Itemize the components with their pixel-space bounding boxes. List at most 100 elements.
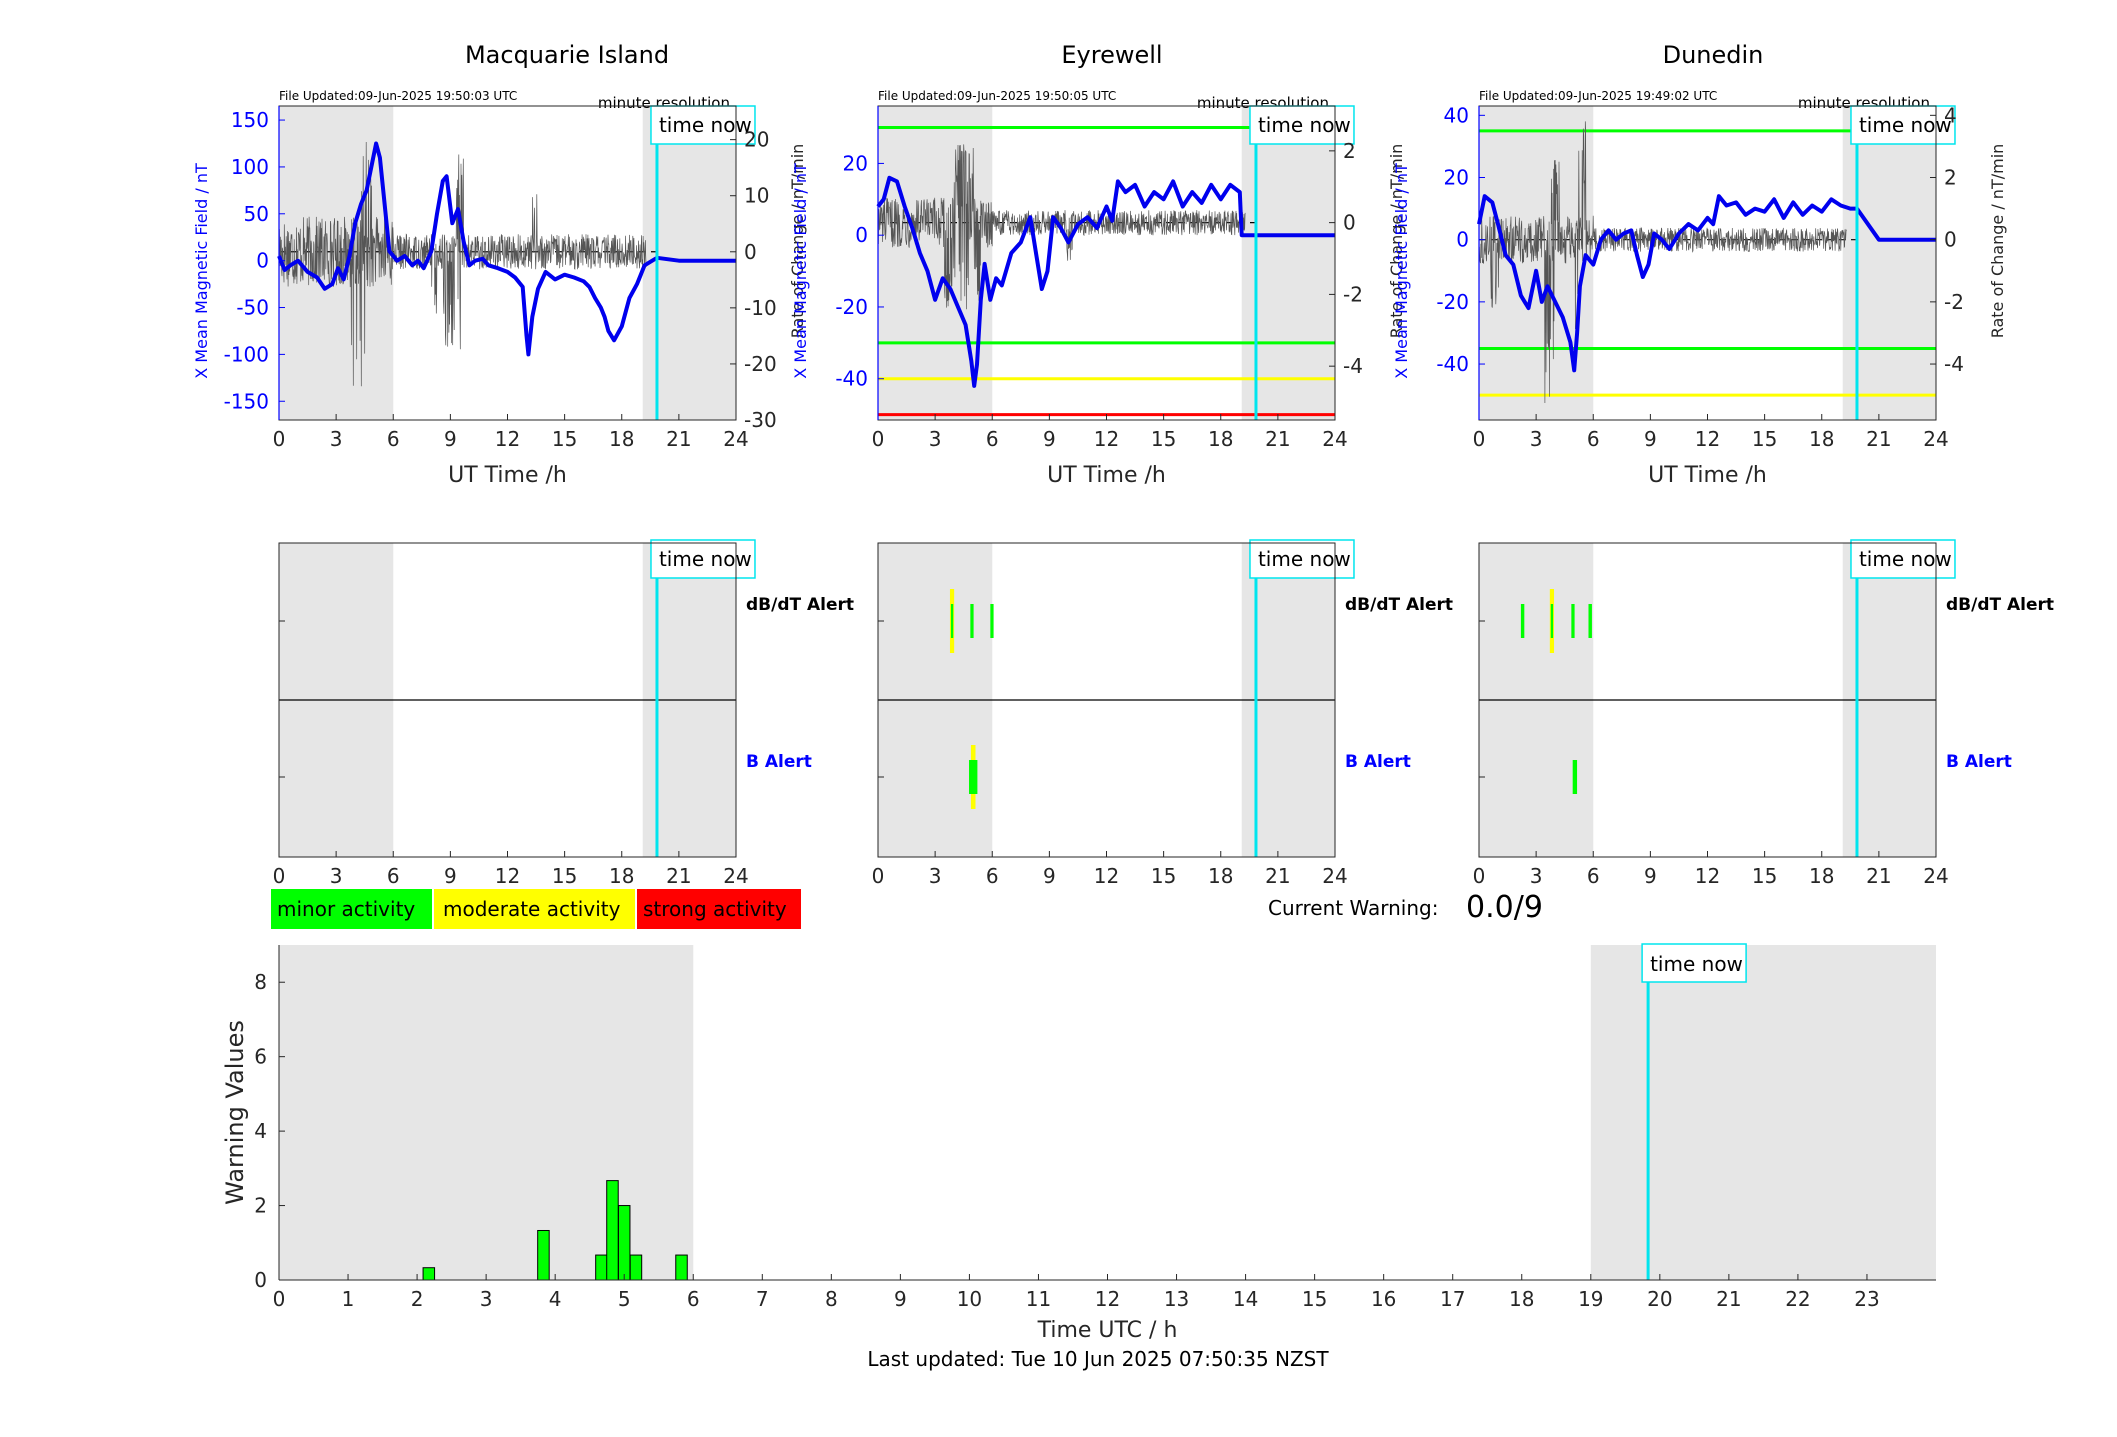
y-left-tick-label: -50 — [236, 296, 269, 320]
y-right-tick-label: 2 — [1343, 139, 1356, 163]
x-tick-label: 18 — [609, 864, 634, 888]
y-tick-label: 2 — [254, 1194, 267, 1218]
x-tick-label: 9 — [1644, 427, 1657, 451]
x-tick-label: 8 — [825, 1287, 838, 1311]
y-right-tick-label: -20 — [744, 352, 777, 376]
y-left-tick-label: 0 — [855, 223, 868, 247]
file-updated-label: File Updated:09-Jun-2025 19:50:05 UTC — [878, 89, 1116, 103]
y-right-tick-label: 20 — [744, 128, 769, 152]
y-left-tick-label: 0 — [256, 249, 269, 273]
alert-bar-minor — [950, 604, 954, 638]
x-tick-label: 0 — [273, 1287, 286, 1311]
night-band — [1590, 945, 1936, 1280]
footer-last-updated: Last updated: Tue 10 Jun 2025 07:50:35 N… — [867, 1347, 1329, 1371]
y-left-tick-label: 0 — [1456, 228, 1469, 252]
alert-bar-minor — [970, 604, 974, 638]
x-tick-label: 18 — [609, 427, 634, 451]
y-left-tick-label: -20 — [835, 295, 868, 319]
x-tick-label: 0 — [273, 864, 286, 888]
x-tick-label: 17 — [1440, 1287, 1465, 1311]
x-tick-label: 7 — [756, 1287, 769, 1311]
warning-bar — [537, 1229, 550, 1281]
y-left-tick-label: 50 — [244, 202, 269, 226]
magnetic-field-line — [876, 175, 1335, 388]
x-tick-label: 0 — [872, 864, 885, 888]
station-plot-dunedin: Dunedin File Updated:09-Jun-2025 19:49:02… — [1392, 41, 2007, 488]
x-tick-label: 15 — [1752, 864, 1777, 888]
y-left-tick-label: -150 — [224, 389, 269, 413]
y-left-tick-label: 40 — [1444, 103, 1469, 127]
x-tick-label: 24 — [1923, 427, 1948, 451]
station-plots: Macquarie Island File Updated:09-Jun-2025… — [192, 41, 2007, 488]
alert-bar-minor — [1588, 604, 1592, 638]
station-title: Eyrewell — [1061, 41, 1162, 69]
x-tick-label: 9 — [444, 864, 457, 888]
x-tick-label: 21 — [666, 427, 691, 451]
x-tick-label: 15 — [1302, 1287, 1327, 1311]
x-tick-label: 12 — [1695, 427, 1720, 451]
y-tick-label: 6 — [254, 1045, 267, 1069]
legend-strong-swatch — [637, 889, 801, 929]
y-right-axis-label: Rate of Change / nT/min — [788, 144, 807, 339]
x-tick-label: 21 — [1866, 864, 1891, 888]
x-axis-label: UT Time /h — [448, 463, 567, 488]
y-tick-label: 0 — [254, 1268, 267, 1292]
x-tick-label: 16 — [1371, 1287, 1396, 1311]
current-warning-value: 0.0/9 — [1466, 890, 1543, 925]
x-tick-label: 1 — [342, 1287, 355, 1311]
x-tick-label: 6 — [986, 427, 999, 451]
station-title: Dunedin — [1663, 41, 1764, 69]
x-tick-label: 10 — [957, 1287, 982, 1311]
x-tick-label: 3 — [330, 864, 343, 888]
warning-bar — [617, 1205, 631, 1281]
x-axis-label: UT Time /h — [1648, 463, 1767, 488]
alert-bar-minor — [1572, 760, 1578, 794]
y-left-tick-label: 20 — [843, 151, 868, 175]
station-plot-macquarie: Macquarie Island File Updated:09-Jun-2025… — [192, 41, 807, 488]
time-now-box — [650, 539, 756, 579]
time-now-label: time now — [1258, 113, 1351, 137]
y-right-axis-label: Rate of Change / nT/min — [1988, 144, 2007, 339]
y-right-tick-label: 0 — [1944, 228, 1957, 252]
time-now-label: time now — [1859, 547, 1952, 571]
y-right-tick-label: -2 — [1343, 282, 1363, 306]
x-tick-label: 15 — [552, 864, 577, 888]
y-left-axis-label: X Mean Magnetic Field / nT — [791, 163, 810, 379]
y-left-tick-label: -40 — [1436, 352, 1469, 376]
alert-bar-minor — [969, 760, 978, 794]
y-right-tick-label: -4 — [1944, 352, 1964, 376]
y-left-axis-label: X Mean Magnetic Field / nT — [1392, 163, 1411, 379]
alert-plot-dunedin-alerts: time now 0 3 6 9 12 15 18 21 24 dB/dT Alert B Alert — [1473, 539, 2054, 888]
time-now-label: time now — [1859, 113, 1952, 137]
time-now-label: time now — [1258, 547, 1351, 571]
x-tick-label: 12 — [1695, 864, 1720, 888]
x-tick-label: 3 — [929, 864, 942, 888]
time-now-label: time now — [1650, 952, 1743, 976]
legend-moderate-label: moderate activity — [443, 897, 621, 921]
legend-moderate-swatch — [434, 889, 635, 929]
x-tick-label: 0 — [872, 427, 885, 451]
x-tick-label: 3 — [480, 1287, 493, 1311]
magnetic-field-line — [1477, 194, 1936, 373]
x-axis-label: Time UTC / h — [1037, 1318, 1178, 1343]
x-tick-label: 9 — [894, 1287, 907, 1311]
x-tick-label: 6 — [687, 1287, 700, 1311]
x-tick-label: 11 — [1026, 1287, 1051, 1311]
legend-minor-label: minor activity — [277, 897, 415, 921]
time-now-label: time now — [659, 113, 752, 137]
x-tick-label: 9 — [1043, 864, 1056, 888]
x-tick-label: 3 — [929, 427, 942, 451]
x-tick-label: 3 — [330, 427, 343, 451]
x-tick-label: 9 — [444, 427, 457, 451]
x-tick-label: 12 — [1094, 864, 1119, 888]
rate-of-change-line — [877, 144, 1246, 310]
x-tick-label: 24 — [1923, 864, 1948, 888]
x-tick-label: 9 — [1043, 427, 1056, 451]
x-tick-label: 23 — [1854, 1287, 1879, 1311]
y-right-tick-label: 10 — [744, 184, 769, 208]
legend-minor-swatch — [271, 889, 432, 929]
y-left-axis-label: X Mean Magnetic Field / nT — [192, 163, 211, 379]
magnetic-field-line — [277, 141, 736, 357]
x-tick-label: 6 — [1587, 864, 1600, 888]
rate-of-change-line — [278, 141, 647, 387]
